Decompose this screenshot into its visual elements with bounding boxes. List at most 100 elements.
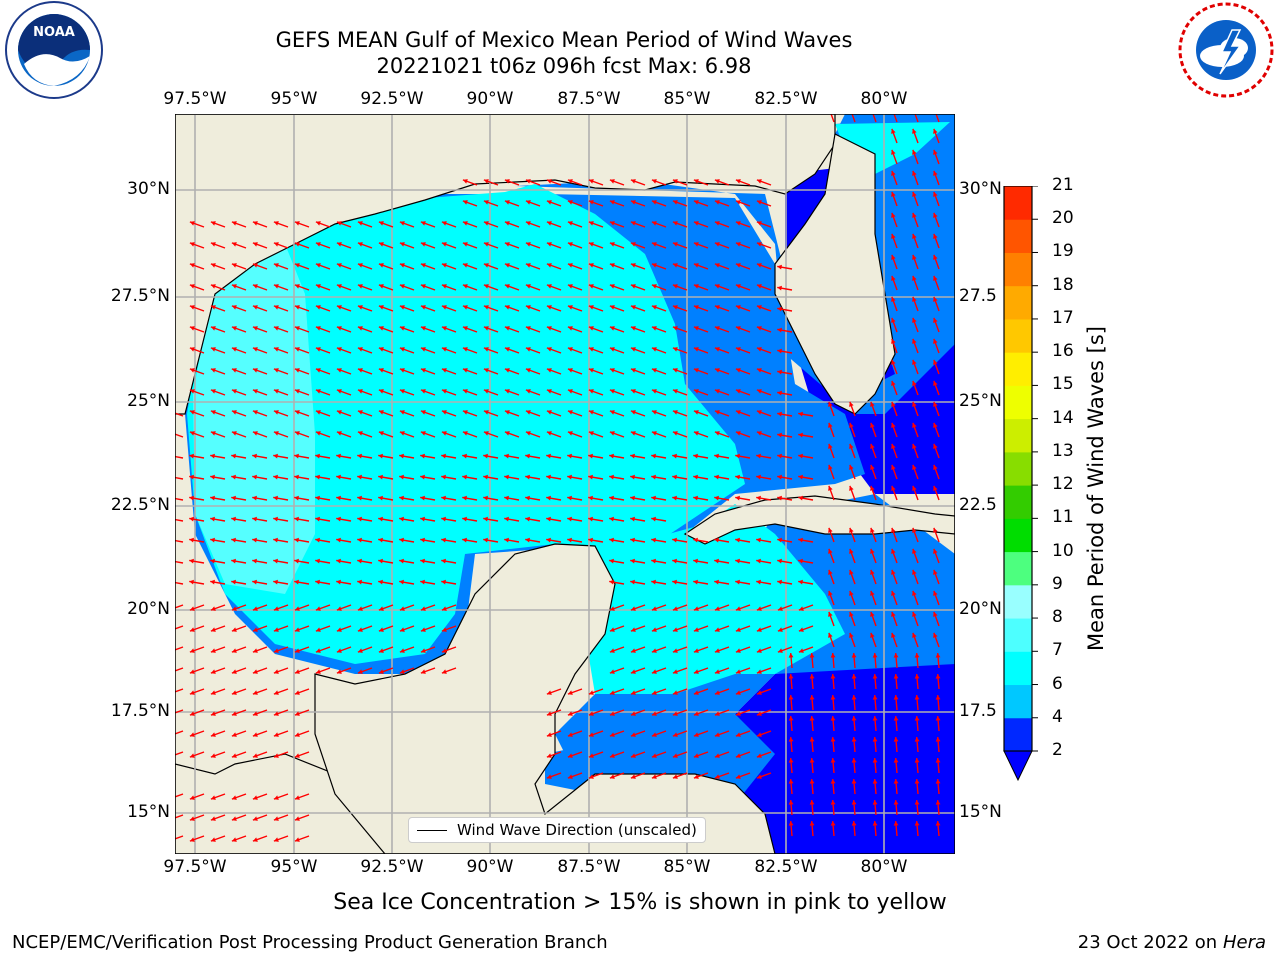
wind-arrow	[210, 516, 226, 522]
wind-arrow	[483, 326, 499, 333]
wind-arrow	[294, 474, 310, 480]
wind-arrow	[756, 326, 772, 333]
wind-arrow	[273, 814, 289, 821]
wind-arrow	[336, 474, 352, 480]
wind-arrow	[851, 736, 857, 753]
wind-arrow	[378, 242, 394, 249]
wind-arrow	[809, 652, 815, 669]
wind-arrow	[672, 200, 688, 207]
graticule	[175, 114, 955, 854]
wind-arrow	[651, 667, 667, 674]
wind-arrow	[849, 632, 856, 648]
wind-arrow	[441, 453, 457, 459]
wind-arrow	[189, 646, 205, 653]
wind-arrow	[756, 646, 772, 653]
wind-arrow	[567, 495, 583, 501]
wind-arrow	[252, 537, 268, 543]
wind-arrow	[672, 179, 688, 186]
wind-arrow	[336, 305, 352, 312]
wind-arrow	[630, 410, 646, 417]
wind-arrow	[231, 579, 247, 585]
wind-arrow	[735, 200, 751, 207]
wind-arrow	[231, 604, 247, 611]
wind-arrow	[336, 284, 352, 291]
wind-arrow	[849, 548, 856, 564]
wind-arrow	[756, 474, 772, 480]
wind-arrow	[735, 604, 751, 611]
wind-arrow	[735, 495, 751, 501]
wind-arrow	[504, 263, 520, 270]
lon-label-bottom: 97.5°W	[163, 857, 227, 877]
wind-arrow	[933, 233, 940, 249]
wind-arrow	[891, 611, 898, 627]
wind-arrow	[630, 667, 646, 674]
wind-arrow	[231, 730, 247, 737]
wind-arrow	[714, 368, 730, 375]
wind-arrow	[693, 667, 709, 674]
wind-arrow	[378, 368, 394, 375]
wind-arrow	[651, 730, 667, 737]
wind-arrow	[851, 799, 857, 816]
wind-arrow	[651, 242, 667, 249]
wind-arrow	[912, 128, 919, 144]
wind-arrow	[399, 667, 415, 674]
wind-arrow	[336, 453, 352, 459]
wind-arrow	[273, 389, 289, 396]
wind-arrow	[210, 604, 226, 611]
wind-arrow	[609, 495, 625, 501]
colorbar	[1003, 186, 1038, 782]
wind-arrow	[231, 793, 247, 800]
wind-arrow	[609, 646, 625, 653]
wind-arrow	[336, 347, 352, 354]
wind-arrow	[756, 410, 772, 417]
wind-arrow	[893, 820, 899, 837]
wind-arrow	[420, 431, 436, 438]
wind-arrow	[210, 263, 226, 270]
wind-arrow	[210, 558, 226, 564]
wind-arrow	[935, 114, 940, 123]
wind-arrow	[630, 604, 646, 611]
wind-arrow	[315, 368, 331, 375]
colorbar-segment	[1004, 418, 1032, 453]
wind-arrow	[588, 537, 604, 543]
wind-arrow	[231, 389, 247, 396]
wind-arrow	[483, 305, 499, 312]
wind-arrow	[546, 221, 562, 228]
wind-arrow	[357, 410, 373, 417]
lon-label-top: 97.5°W	[163, 89, 227, 109]
wind-arrow	[914, 799, 920, 816]
colorbar-label: 20	[1052, 208, 1074, 229]
wind-arrow	[609, 368, 625, 375]
wind-arrow	[252, 347, 268, 354]
wind-arrow	[912, 212, 919, 228]
wind-arrow	[399, 604, 415, 611]
wind-arrow	[672, 453, 688, 459]
wind-arrow	[231, 814, 247, 821]
wind-arrow	[830, 736, 836, 753]
wind-arrow	[756, 221, 772, 228]
wind-arrow	[378, 604, 394, 611]
wind-arrow	[912, 443, 919, 459]
wind-arrow	[315, 284, 331, 291]
lat-label-left: 20°N	[127, 599, 170, 619]
wind-arrow	[567, 179, 583, 186]
wind-arrow	[756, 537, 772, 543]
wind-arrow	[933, 380, 940, 396]
wind-arrow	[933, 191, 940, 207]
wind-arrow	[714, 646, 730, 653]
wind-arrow	[567, 410, 583, 417]
colorbar-segment	[1004, 451, 1032, 486]
wind-arrow	[231, 263, 247, 270]
footer-left: NCEP/EMC/Verification Post Processing Pr…	[12, 932, 608, 953]
wind-arrow	[315, 604, 331, 611]
wind-arrow	[315, 537, 331, 543]
wind-arrow	[378, 431, 394, 438]
wind-arrow	[315, 347, 331, 354]
wind-arrow	[483, 200, 499, 207]
wind-arrow	[567, 730, 583, 737]
title-line-1: GEFS MEAN Gulf of Mexico Mean Period of …	[275, 28, 853, 52]
wind-arrows-layer	[175, 114, 941, 842]
wind-arrow	[336, 221, 352, 228]
wind-arrow	[504, 453, 520, 459]
wind-arrow	[651, 772, 667, 779]
